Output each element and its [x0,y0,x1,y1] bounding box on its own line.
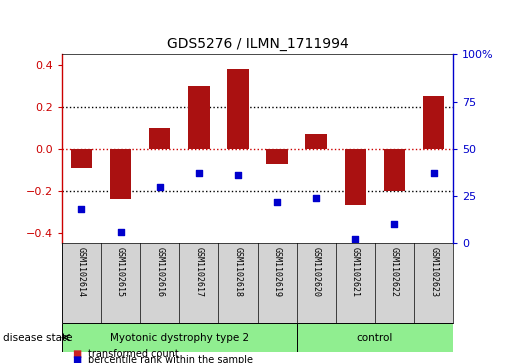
Bar [71,149,92,168]
Text: Myotonic dystrophy type 2: Myotonic dystrophy type 2 [110,333,249,343]
Text: GSM1102618: GSM1102618 [233,247,243,297]
Text: ■: ■ [72,349,81,359]
Bar [423,97,444,149]
Point [430,171,438,176]
Bar [384,149,405,191]
Point [195,171,203,176]
Text: GSM1102616: GSM1102616 [155,247,164,297]
Point [116,229,125,235]
Text: ■: ■ [72,355,81,363]
Text: GSM1102623: GSM1102623 [429,247,438,297]
Bar [110,149,131,199]
Text: control: control [357,333,393,343]
Bar [297,323,453,352]
Bar [266,149,288,163]
Point [234,172,242,178]
Text: GSM1102622: GSM1102622 [390,247,399,297]
Text: GSM1102614: GSM1102614 [77,247,86,297]
Bar [305,134,327,149]
Point [351,237,359,242]
Bar [345,149,366,205]
Bar [188,86,210,149]
Bar [149,128,170,149]
Point [156,184,164,189]
Text: GSM1102617: GSM1102617 [194,247,203,297]
Text: GSM1102615: GSM1102615 [116,247,125,297]
Point [390,221,399,227]
Title: GDS5276 / ILMN_1711994: GDS5276 / ILMN_1711994 [167,37,348,51]
Point [312,195,320,201]
Bar [227,69,249,149]
Text: disease state: disease state [3,333,72,343]
Text: GSM1102619: GSM1102619 [272,247,282,297]
Point [273,199,281,205]
Point [77,206,85,212]
Text: GSM1102621: GSM1102621 [351,247,360,297]
Text: transformed count: transformed count [88,349,178,359]
Bar [62,323,297,352]
Text: percentile rank within the sample: percentile rank within the sample [88,355,252,363]
Text: GSM1102620: GSM1102620 [312,247,321,297]
